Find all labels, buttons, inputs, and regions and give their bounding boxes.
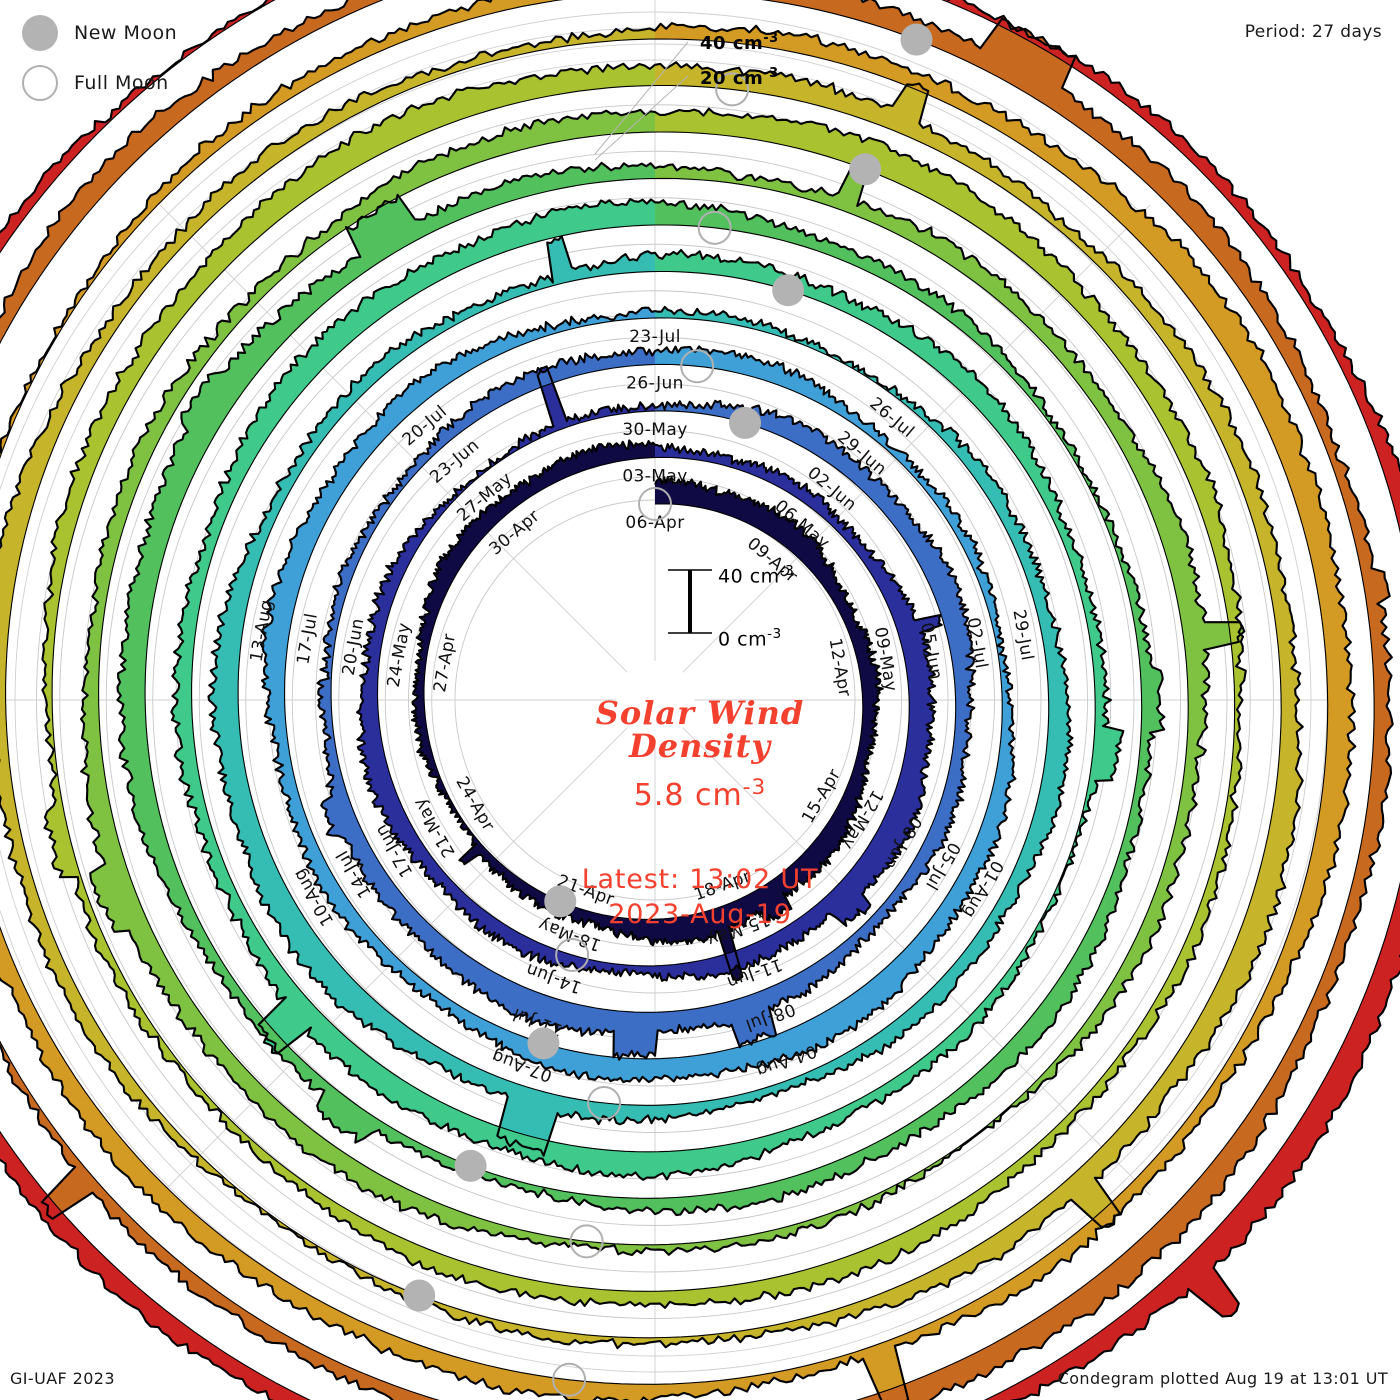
plotted-label: Condegram plotted Aug 19 at 13:01 UT — [1057, 1369, 1388, 1388]
radial-scale-exp-40: -3 — [763, 31, 779, 46]
full-moon-marker — [680, 349, 715, 384]
radial-scale-label-20: 20 cm-3 — [700, 66, 779, 89]
radial-scale-unit-40: cm — [732, 33, 764, 54]
full-moon-marker — [569, 1224, 604, 1259]
full-moon-marker — [555, 937, 590, 972]
credit-label: GI-UAF 2023 — [10, 1369, 115, 1388]
latest-date: 2023-Aug-19 — [608, 899, 792, 930]
period-label: Period: 27 days — [1244, 22, 1382, 42]
legend-label-new-moon: New Moon — [74, 22, 178, 44]
scale-bar-top-value: 40 — [718, 565, 744, 588]
scale-bar-bottom-unit: cm — [737, 628, 768, 651]
scale-bar — [668, 569, 712, 634]
chart-title-line2: Density — [629, 727, 771, 765]
moon-legend: New Moon Full Moon — [22, 8, 177, 108]
latest-timestamp: Latest: 13:02 UT 2023-Aug-19 — [0, 862, 1400, 932]
date-label: 24-May — [384, 621, 415, 689]
chart-title-line1: Solar Wind — [595, 694, 805, 732]
radial-scale-unit-20: cm — [732, 68, 764, 89]
date-label: 23-Jul — [629, 327, 681, 347]
new-moon-marker — [454, 1149, 487, 1182]
date-label: 06-Apr — [625, 513, 684, 533]
scale-bar-top-exp: -3 — [779, 563, 795, 579]
radial-scale-label-40: 40 cm-3 — [700, 31, 779, 54]
date-label: 12-Apr — [825, 637, 855, 699]
radial-scale-exp-20: -3 — [763, 66, 779, 81]
new-moon-marker — [900, 23, 933, 56]
new-moon-marker — [772, 274, 805, 307]
full-moon-marker — [715, 72, 750, 107]
radial-scale-value-40: 40 — [700, 33, 727, 54]
date-label: 03-May — [622, 467, 687, 487]
scale-bar-top-label: 40 cm-3 — [718, 563, 794, 587]
current-value-unit: cm — [695, 778, 743, 813]
full-moon-marker — [587, 1085, 622, 1120]
latest-time: Latest: 13:02 UT — [581, 864, 819, 895]
new-moon-marker — [527, 1027, 560, 1060]
scale-bar-top-unit: cm — [749, 565, 780, 588]
chart-title: Solar Wind Density — [0, 697, 1400, 763]
date-label: 26-Jun — [626, 374, 684, 394]
moon-marker-group — [403, 23, 933, 1397]
legend-item-full-moon: Full Moon — [22, 58, 177, 108]
new-moon-marker — [849, 153, 882, 186]
legend-label-full-moon: Full Moon — [74, 72, 169, 94]
scale-bar-bottom-label: 0 cm-3 — [718, 626, 782, 650]
current-value: 5.8 cm-3 — [0, 775, 1400, 813]
current-value-number: 5.8 — [633, 778, 685, 813]
full-moon-marker — [552, 1362, 587, 1397]
current-value-exp: -3 — [742, 775, 767, 800]
scale-bar-bottom-value: 0 — [718, 628, 731, 651]
new-moon-marker — [729, 406, 762, 439]
legend-item-new-moon: New Moon — [22, 8, 177, 58]
new-moon-marker — [544, 885, 577, 918]
new-moon-icon — [22, 15, 58, 51]
date-label: 30-May — [622, 420, 687, 440]
radial-scale-value-20: 20 — [700, 68, 727, 89]
full-moon-marker — [638, 487, 672, 521]
radial-scale-leaders — [594, 41, 689, 161]
full-moon-icon — [22, 65, 58, 101]
date-label: 29-Jul — [1008, 608, 1037, 662]
scale-bar-bottom-exp: -3 — [767, 626, 782, 642]
full-moon-marker — [697, 210, 732, 245]
new-moon-marker — [403, 1279, 436, 1312]
